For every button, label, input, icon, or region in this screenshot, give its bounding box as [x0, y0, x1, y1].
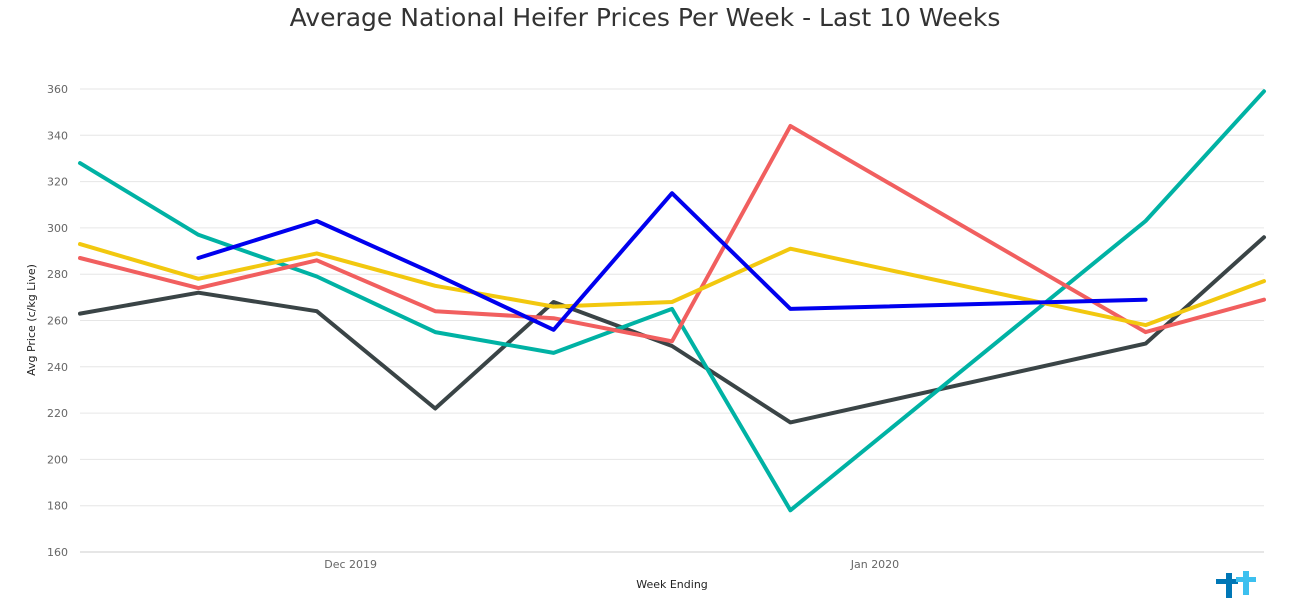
x-tick-label: Dec 2019	[324, 558, 377, 571]
series-lines	[78, 89, 1266, 513]
y-tick-label: 300	[47, 222, 68, 235]
y-tick-label: 220	[47, 407, 68, 420]
x-axis-label: Week Ending	[636, 578, 708, 591]
y-tick-label: 280	[47, 268, 68, 281]
y-tick-label: 180	[47, 500, 68, 513]
series-line	[78, 124, 1266, 344]
x-tick-label: Jan 2020	[850, 558, 899, 571]
chart-title: Average National Heifer Prices Per Week …	[290, 3, 1001, 32]
brand-logo-icon	[1216, 571, 1256, 598]
y-tick-label: 160	[47, 546, 68, 559]
series-line	[78, 89, 1266, 513]
series-line	[196, 191, 1148, 332]
series-line	[78, 242, 1266, 328]
x-axis-ticks: Dec 2019 Jan 2020	[324, 558, 899, 571]
y-axis-ticks: 160 180 200 220 240 260 280 300 320 340 360	[47, 83, 68, 559]
y-tick-label: 360	[47, 83, 68, 96]
y-tick-label: 200	[47, 453, 68, 466]
y-tick-label: 240	[47, 361, 68, 374]
y-tick-label: 260	[47, 315, 68, 328]
y-axis-label: Avg Price (c/kg Live)	[25, 264, 38, 376]
y-tick-label: 320	[47, 176, 68, 189]
y-tick-label: 340	[47, 129, 68, 142]
gridlines	[80, 88, 1264, 553]
series-line	[78, 235, 1266, 425]
